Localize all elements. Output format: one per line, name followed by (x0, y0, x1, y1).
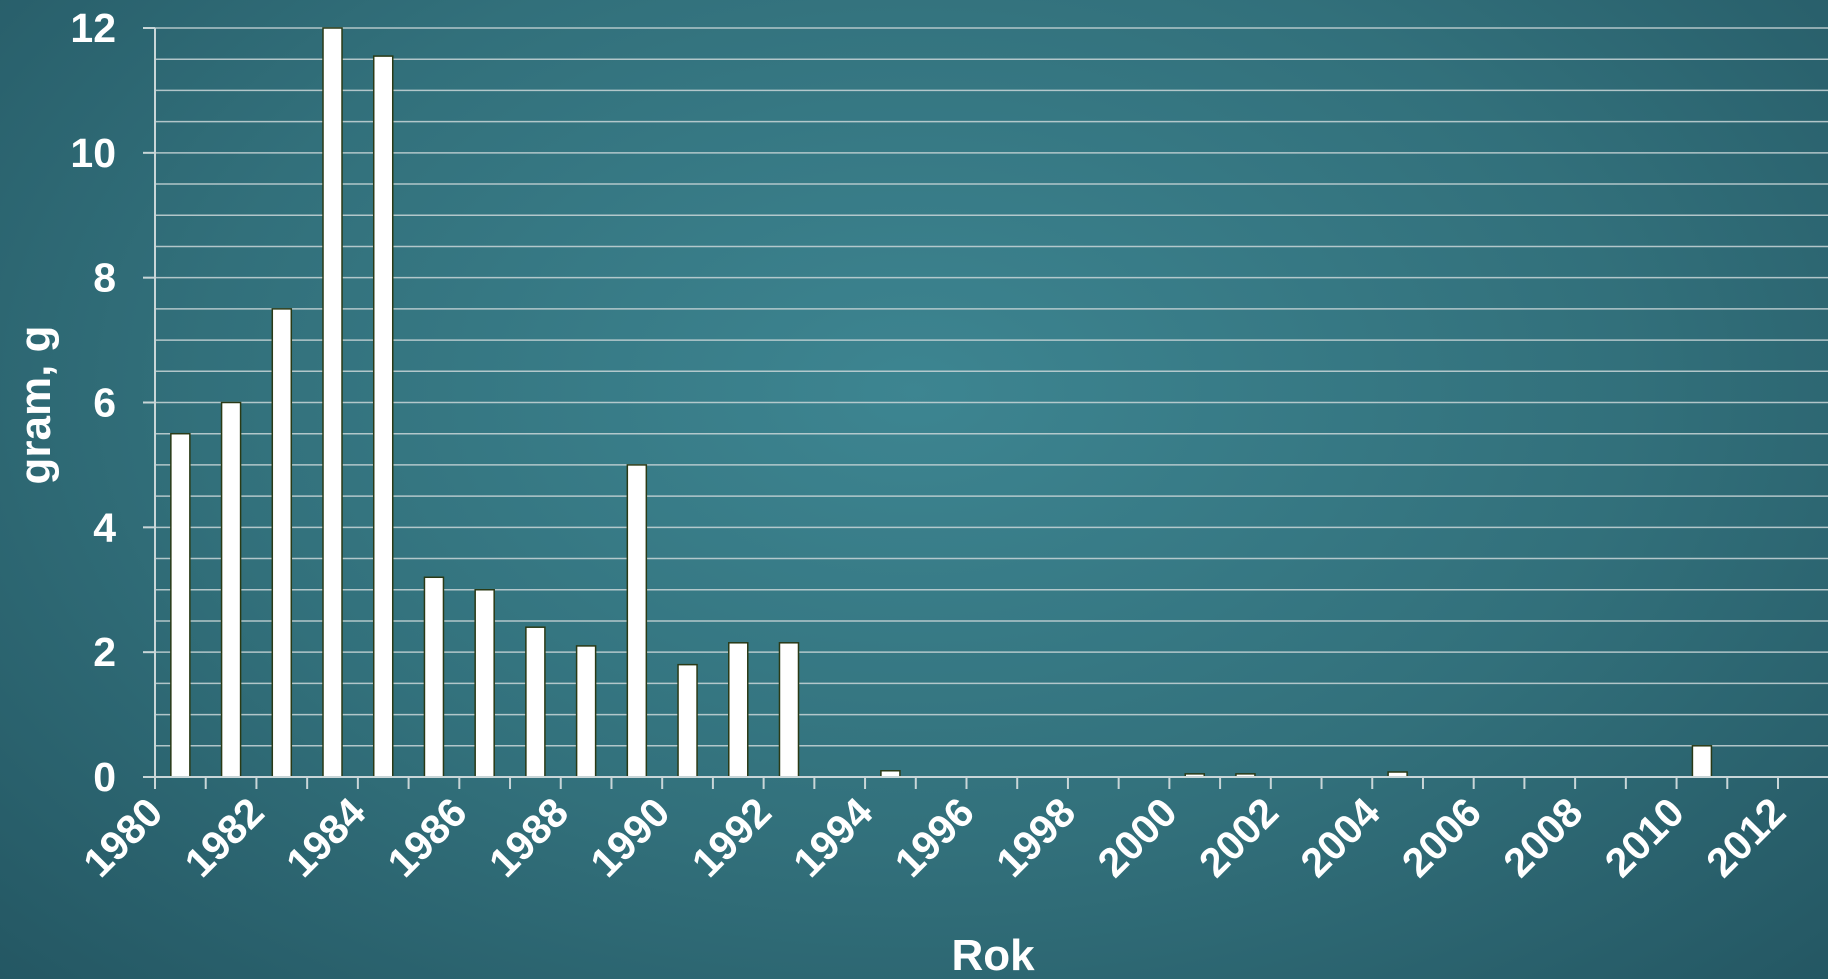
bar (778, 642, 800, 778)
x-tick-label: 1986 (379, 789, 476, 886)
bar (170, 432, 191, 778)
bar (322, 27, 343, 778)
x-tick-label: 2004 (1292, 789, 1389, 886)
x-tick-label: 2012 (1697, 789, 1794, 886)
x-tick-label: 1992 (683, 789, 780, 886)
bar (423, 576, 445, 778)
y-tick-labels: 0 2 4 6 8 10 12 (70, 5, 116, 800)
y-tick-label: 2 (93, 629, 116, 675)
y-tick-label: 10 (70, 130, 116, 176)
x-tick-label: 1980 (74, 789, 171, 886)
x-tick-label: 1984 (277, 789, 374, 886)
x-tick-label: 2008 (1494, 789, 1591, 886)
bar (575, 645, 597, 778)
x-tick-label: 1982 (176, 789, 273, 886)
x-tick-label: 2006 (1393, 789, 1490, 886)
x-tick-label: 2002 (1190, 789, 1287, 886)
bar (372, 55, 394, 778)
x-tick-label: 2000 (1089, 789, 1186, 886)
x-tick-label: 2010 (1596, 789, 1693, 886)
y-tick-label: 6 (93, 380, 116, 426)
y-tick-label: 4 (93, 504, 116, 550)
bar (1691, 745, 1713, 778)
bar (474, 589, 495, 778)
bar (626, 464, 648, 778)
x-axis-title: Rok (951, 931, 1035, 979)
x-tick-label: 1996 (886, 789, 983, 886)
y-axis-title: gram, g (11, 326, 60, 485)
axes (143, 27, 1828, 789)
bar (271, 308, 293, 778)
x-tick-label: 1990 (582, 789, 679, 886)
x-tick-label: 1994 (784, 789, 881, 886)
bar (220, 401, 242, 778)
bar (677, 663, 698, 778)
y-tick-label: 0 (93, 754, 116, 800)
x-tick-label: 1988 (480, 789, 577, 886)
y-tick-label: 8 (93, 255, 116, 301)
gridlines (155, 27, 1828, 747)
x-tick-label: 1998 (987, 789, 1084, 886)
bar (525, 626, 546, 778)
bar (728, 642, 749, 778)
y-tick-label: 12 (70, 5, 116, 51)
x-tick-labels: 1980 1982 1984 1986 1988 1990 1992 1994 1996 1998… (74, 789, 1794, 886)
